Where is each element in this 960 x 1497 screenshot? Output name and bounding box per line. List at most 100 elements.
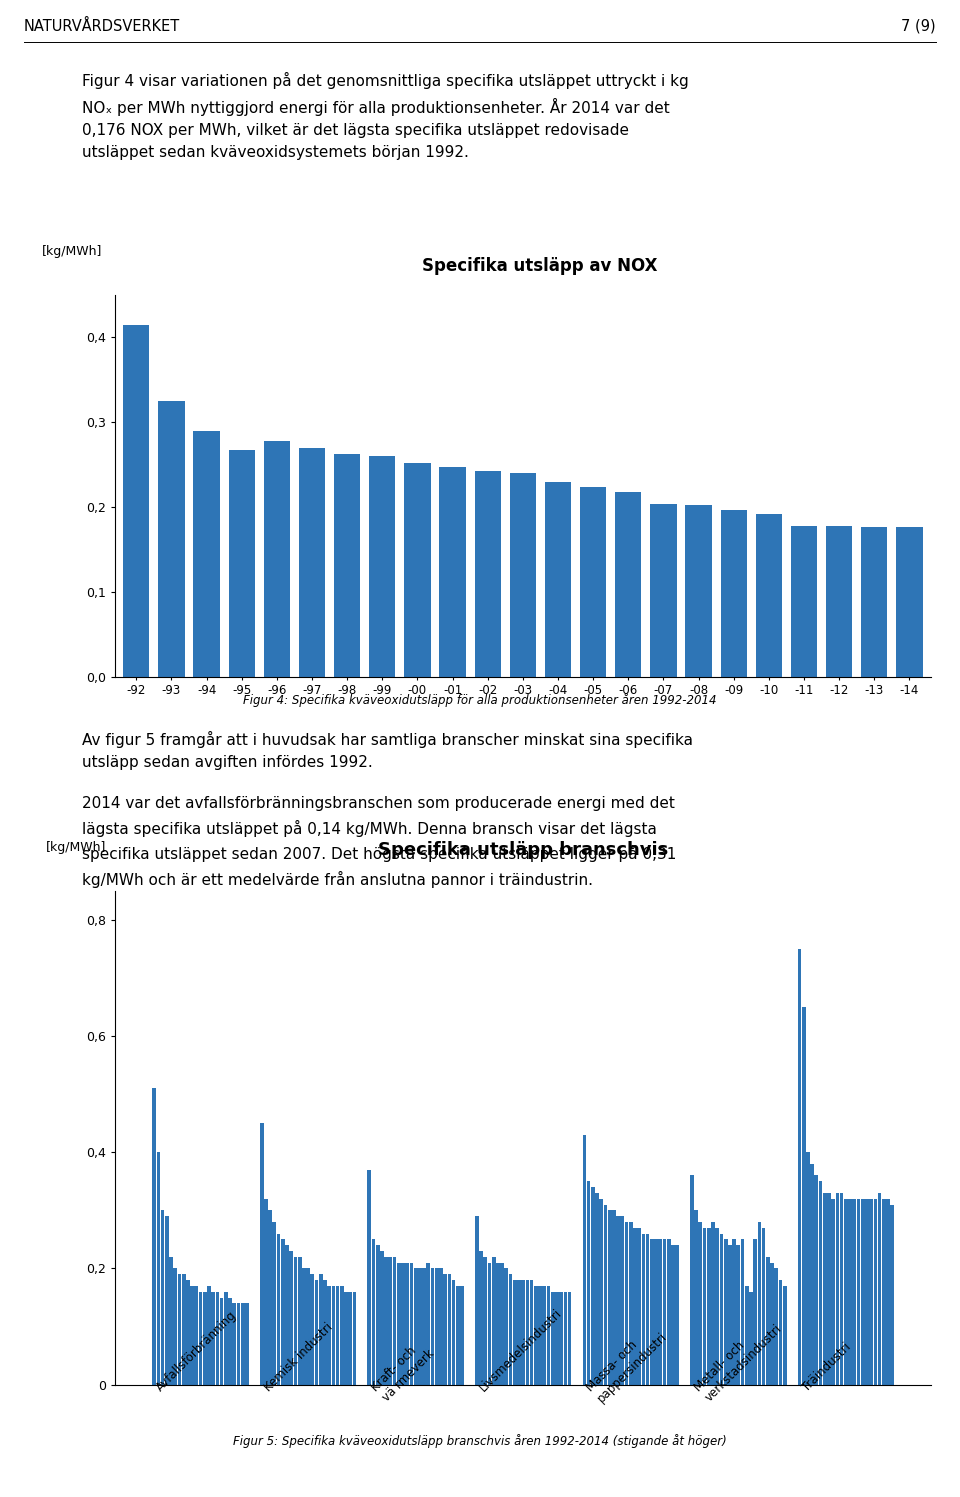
Bar — [165, 1216, 169, 1385]
Bar — [380, 1251, 384, 1385]
Bar — [475, 1216, 479, 1385]
Text: Träindustri: Träindustri — [800, 1340, 853, 1394]
Bar — [874, 1199, 877, 1385]
Bar — [826, 527, 852, 677]
Bar — [814, 1175, 818, 1385]
Bar — [352, 1292, 356, 1385]
Bar — [745, 1286, 749, 1385]
Bar — [389, 1257, 393, 1385]
Bar — [174, 1268, 177, 1385]
Bar — [169, 1257, 173, 1385]
Bar — [802, 1007, 805, 1385]
Bar — [513, 1280, 516, 1385]
Bar — [203, 1292, 206, 1385]
Bar — [685, 506, 711, 677]
Bar — [865, 1199, 869, 1385]
Bar — [629, 1222, 633, 1385]
Bar — [289, 1251, 293, 1385]
Text: [kg/MWh]: [kg/MWh] — [46, 841, 107, 855]
Bar — [782, 1286, 786, 1385]
Bar — [224, 1292, 228, 1385]
Bar — [720, 1234, 723, 1385]
Bar — [819, 1181, 823, 1385]
Text: Kemisk industri: Kemisk industri — [262, 1320, 335, 1394]
Bar — [555, 1292, 559, 1385]
Bar — [525, 1280, 529, 1385]
Bar — [414, 1268, 418, 1385]
Bar — [703, 1228, 707, 1385]
Bar — [756, 513, 782, 677]
Bar — [791, 527, 817, 677]
Bar — [542, 1286, 546, 1385]
Bar — [654, 1240, 658, 1385]
Bar — [404, 463, 431, 677]
Text: Specifika utsläpp av NOX: Specifika utsläpp av NOX — [421, 256, 658, 275]
Bar — [831, 1199, 835, 1385]
Bar — [264, 440, 290, 677]
Bar — [474, 470, 501, 677]
Bar — [440, 467, 466, 677]
Text: Massa- och
pappersindustri: Massa- och pappersindustri — [585, 1319, 670, 1404]
Text: Avfallsförbränning: Avfallsförbränning — [155, 1308, 240, 1394]
Text: 2014 var det avfallsförbränningsbranschen som producerade energi med det
lägsta : 2014 var det avfallsförbränningsbransche… — [82, 796, 676, 888]
Bar — [641, 1234, 645, 1385]
Bar — [650, 1240, 654, 1385]
Bar — [228, 451, 255, 677]
Bar — [633, 1228, 636, 1385]
Bar — [715, 1228, 719, 1385]
Bar — [546, 1286, 550, 1385]
Bar — [393, 1257, 396, 1385]
Bar — [724, 1240, 728, 1385]
Bar — [711, 1222, 715, 1385]
Bar — [721, 509, 747, 677]
Text: Livsmedelsindustri: Livsmedelsindustri — [477, 1307, 564, 1394]
Bar — [766, 1257, 770, 1385]
Bar — [849, 1199, 852, 1385]
Bar — [460, 1286, 464, 1385]
Bar — [268, 1211, 272, 1385]
Bar — [327, 1286, 331, 1385]
Bar — [728, 1246, 732, 1385]
Bar — [345, 1292, 348, 1385]
Bar — [276, 1234, 280, 1385]
Bar — [488, 1262, 492, 1385]
Bar — [517, 1280, 521, 1385]
Bar — [199, 1292, 203, 1385]
Bar — [369, 457, 396, 677]
Bar — [324, 1280, 326, 1385]
Bar — [207, 1286, 211, 1385]
Bar — [211, 1292, 215, 1385]
Bar — [761, 1228, 765, 1385]
Bar — [285, 1246, 289, 1385]
Bar — [595, 1193, 599, 1385]
Bar — [775, 1268, 779, 1385]
Bar — [260, 1123, 264, 1385]
Bar — [690, 1175, 694, 1385]
Bar — [616, 1216, 620, 1385]
Bar — [178, 1274, 181, 1385]
Bar — [431, 1268, 434, 1385]
Bar — [870, 1199, 873, 1385]
Bar — [534, 1286, 538, 1385]
Bar — [452, 1280, 455, 1385]
Bar — [306, 1268, 310, 1385]
Bar — [707, 1228, 710, 1385]
Bar — [539, 1286, 542, 1385]
Bar — [599, 1199, 603, 1385]
Text: Figur 4: Specifika kväveoxidutsläpp för alla produktionsenheter åren 1992-2014: Figur 4: Specifika kväveoxidutsläpp för … — [243, 693, 717, 707]
Bar — [861, 1199, 865, 1385]
Bar — [310, 1274, 314, 1385]
Bar — [456, 1286, 460, 1385]
Text: Kraft- och
vä rmeverk: Kraft- och vä rmeverk — [370, 1337, 437, 1404]
Bar — [158, 401, 184, 677]
Bar — [620, 1216, 624, 1385]
Bar — [331, 1286, 335, 1385]
Bar — [530, 1280, 534, 1385]
Bar — [699, 1222, 702, 1385]
Bar — [521, 1280, 525, 1385]
Bar — [160, 1211, 164, 1385]
Bar — [646, 1234, 650, 1385]
Bar — [754, 1240, 757, 1385]
Bar — [667, 1240, 671, 1385]
Bar — [823, 1193, 827, 1385]
